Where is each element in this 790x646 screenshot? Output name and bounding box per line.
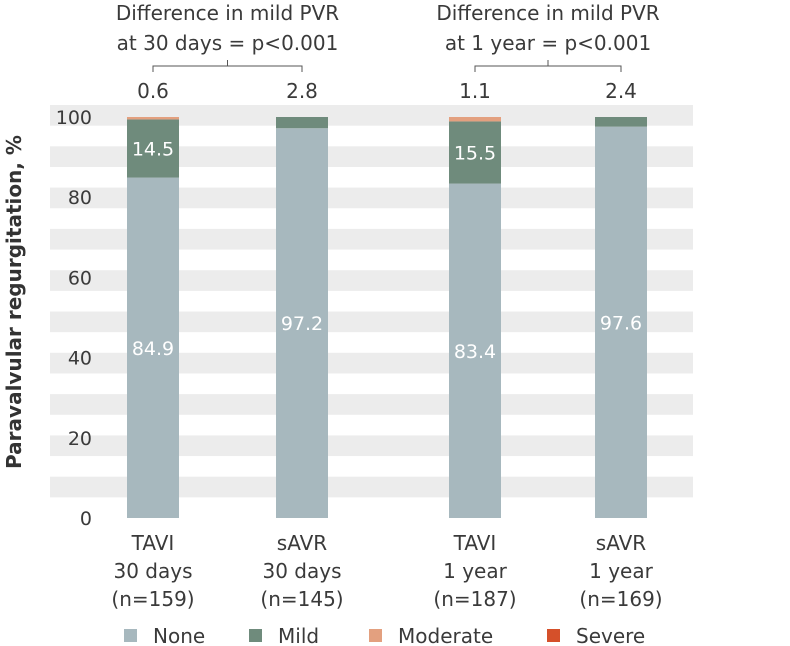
legend-label-severe: Severe [576, 624, 645, 646]
bar-segment-mild [595, 117, 647, 127]
legend: None Mild Moderate Severe [124, 624, 645, 646]
segment-value-label: 15.5 [454, 142, 496, 164]
x-category-label: TAVI [131, 531, 175, 555]
y-tick-label: 0 [80, 508, 92, 530]
legend-label-none: None [153, 624, 205, 646]
bar-stacks [127, 117, 647, 519]
legend-label-mild: Mild [278, 624, 319, 646]
top-value-label: 0.6 [137, 79, 169, 103]
comparison-text: at 30 days = p<0.001 [117, 31, 339, 55]
comparison-bracket [152, 60, 303, 72]
bar-segment-mild [127, 119, 179, 178]
segment-value-label: 14.5 [132, 138, 174, 160]
bar-segment-none [449, 183, 501, 519]
grid-band [50, 146, 693, 167]
legend-swatch-severe [547, 629, 560, 642]
comparison-text: Difference in mild PVR [116, 1, 339, 25]
legend-swatch-mild [249, 629, 262, 642]
comparison-text: at 1 year = p<0.001 [445, 31, 651, 55]
top-value-label: 2.8 [286, 79, 318, 103]
x-category-label: sAVR [277, 531, 328, 555]
grid-band [50, 228, 693, 250]
top-value-label: 1.1 [459, 79, 491, 103]
x-category-label: (n=159) [111, 587, 194, 611]
legend-swatch-none [124, 629, 137, 642]
bar-segment-moderate [127, 117, 179, 120]
x-category-label: (n=187) [433, 587, 516, 611]
comparison-bracket [474, 60, 622, 72]
x-category-label: 30 days [113, 559, 192, 583]
grid-band [50, 105, 693, 126]
bar-segment-none [276, 128, 328, 518]
bar-segment-mild [276, 117, 328, 129]
bar-segment-mild [449, 121, 501, 184]
grid-band [50, 476, 693, 498]
legend-swatch-moderate [369, 629, 382, 642]
top-value-label: 2.4 [605, 79, 637, 103]
data-labels: 84.9 14.5 0.6 97.2 2.8 83.4 15.5 1.1 97.6 2.4 [132, 79, 642, 363]
bar-segment-none [595, 126, 647, 519]
bar-segment-none [127, 177, 179, 518]
comparison-text: Difference in mild PVR [436, 1, 659, 25]
grid-band [50, 435, 693, 457]
grid-band [50, 394, 693, 415]
x-category-label: sAVR [596, 531, 647, 555]
x-category-label: 1 year [443, 559, 507, 583]
legend-label-moderate: Moderate [398, 624, 493, 646]
grid-band [50, 270, 693, 291]
segment-value-label: 97.2 [281, 313, 323, 335]
comparison-annotations: Difference in mild PVR at 30 days = p<0.0… [116, 1, 660, 72]
y-tick-label: 40 [68, 348, 92, 370]
x-axis: TAVI 30 days (n=159) sAVR 30 days (n=145) TAVI… [111, 531, 662, 611]
x-category-label: 1 year [589, 559, 653, 583]
grid-band [50, 311, 693, 333]
bar-segment-moderate [449, 117, 501, 122]
grid-band [50, 352, 693, 374]
y-tick-label: 100 [56, 107, 92, 129]
y-axis-title: Paravalvular regurgitation, % [2, 135, 26, 469]
y-tick-label: 60 [68, 267, 92, 289]
x-category-label: TAVI [453, 531, 497, 555]
x-category-label: 30 days [262, 559, 341, 583]
y-tick-label: 20 [68, 428, 92, 450]
x-category-label: (n=169) [579, 587, 662, 611]
x-category-label: (n=145) [260, 587, 343, 611]
y-tick-label: 80 [68, 187, 92, 209]
segment-value-label: 83.4 [454, 341, 496, 363]
segment-value-label: 84.9 [132, 338, 174, 360]
grid-bands [50, 105, 693, 498]
segment-value-label: 97.6 [600, 312, 642, 334]
grid-band [50, 187, 693, 209]
y-axis: 0 20 40 60 80 100 [56, 107, 92, 530]
